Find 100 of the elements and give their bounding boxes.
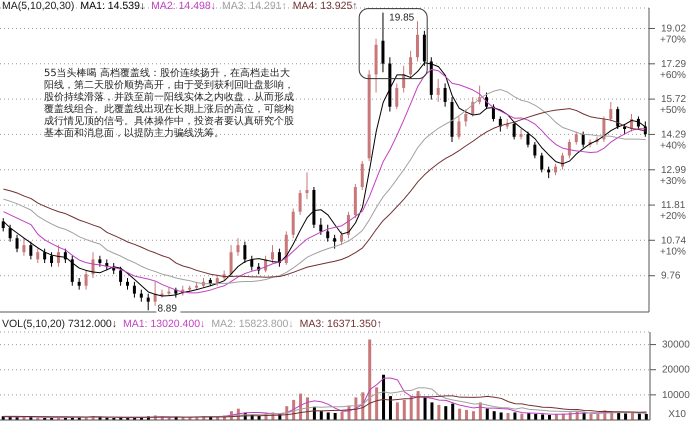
bar: [388, 396, 392, 420]
text: MA2: 14.498↓: [151, 0, 216, 12]
bar: [465, 410, 468, 420]
candlestick: [464, 108, 468, 127]
bar: [541, 414, 544, 420]
candlestick: [381, 12, 384, 73]
candlestick: [36, 248, 40, 264]
candlestick: [119, 266, 122, 286]
bar: [402, 400, 406, 420]
annotation: 55当头棒喝 高档覆盖线：股价连续扬升，在高档走出大阳线，第二天股价顺势高开，由于受到获利回吐盘影响，股价持续滑落，并跌至前一阳线实体之内收盘，从而形成覆盖线组合。此覆盖线出现在长期上涨后的高位，可能构成行情见顶的信号。具体操作中，投资者要认真研究个股基本面和消息面，以提防主力骗线洗筹。: [44, 68, 295, 140]
candlestick: [616, 106, 620, 130]
candlestick: [582, 131, 585, 148]
y-tick-label: 15.72: [661, 94, 686, 106]
bar: [437, 404, 440, 420]
candlestick: [50, 252, 54, 268]
candlestick: [540, 152, 544, 173]
text: MA1: 13020.400↓: [123, 318, 206, 330]
bar: [368, 340, 372, 420]
candlestick: [326, 224, 330, 242]
bar: [534, 414, 538, 420]
bar: [375, 387, 378, 420]
y-tick-label: 11.81: [661, 200, 686, 212]
legend-title: VOL(5,10,20) 7312.000↓: [2, 318, 117, 330]
candlestick: [70, 255, 74, 286]
bar: [326, 412, 330, 420]
line-series: [2, 395, 648, 418]
y-tick-label: 19.02: [661, 23, 686, 34]
bar: [506, 412, 510, 420]
y2-tick-label: +30%: [660, 176, 686, 187]
bar: [472, 411, 475, 420]
candlestick: [22, 238, 26, 256]
candlestick: [340, 230, 344, 246]
text: MA2: 15823.800↓: [211, 318, 294, 330]
candlestick: [298, 190, 302, 216]
candlestick: [236, 238, 240, 256]
y-tick-label: 17.29: [661, 58, 686, 70]
candlestick: [533, 142, 536, 159]
y-tick-label: 12.99: [661, 164, 686, 176]
candlestick: [416, 20, 419, 62]
text: MA1: 14.539↓: [80, 0, 146, 12]
candlestick: [547, 166, 550, 179]
y-axis-title: X10: [668, 409, 686, 420]
bar: [548, 414, 552, 420]
bar: [527, 413, 530, 420]
candlestick: [360, 160, 364, 191]
candlestick: [560, 152, 564, 170]
text: MA3: 16371.350↑: [300, 318, 382, 330]
candlestick: [306, 172, 309, 200]
y-tick-label: 10000: [662, 390, 690, 401]
candlestick: [457, 116, 460, 140]
legend-title: MA(5,10,20,30): [2, 0, 74, 12]
candlestick: [333, 234, 336, 250]
candlestick: [270, 244, 274, 264]
y-tick-label: 9.76: [661, 270, 681, 282]
candlestick: [568, 138, 571, 159]
y2-tick-label: +70%: [660, 34, 686, 46]
candlestick: [43, 248, 46, 264]
candlestick: [84, 270, 88, 290]
bar: [416, 391, 420, 420]
y2-tick-label: +50%: [660, 105, 686, 116]
candlestick: [140, 289, 143, 302]
bar: [492, 411, 496, 420]
candlestick: [602, 116, 606, 143]
candlestick: [243, 241, 246, 264]
bar: [382, 374, 386, 420]
y-tick-label: 14.29: [661, 129, 686, 140]
bar: [334, 412, 337, 420]
y2-tick-label: +10%: [660, 246, 686, 258]
bar: [638, 414, 641, 420]
bar: [410, 396, 413, 420]
candlestick: [29, 241, 32, 260]
candlestick: [554, 163, 558, 176]
y-tick-label: 10.74: [661, 235, 686, 246]
candlestick: [56, 244, 60, 268]
text: MA3: 14.291↑: [222, 0, 287, 12]
bar: [396, 402, 399, 420]
bar: [320, 411, 323, 420]
bar: [486, 408, 489, 420]
candlestick: [526, 131, 530, 148]
candlestick: [230, 244, 233, 277]
y2-tick-label: +60%: [660, 70, 686, 81]
candlestick: [409, 50, 412, 80]
candlestick: [609, 101, 612, 122]
y-tick-label: 20000: [662, 364, 690, 376]
candlestick: [98, 255, 102, 268]
candlestick: [520, 128, 523, 140]
candlestick: [319, 218, 322, 236]
candlestick: [444, 82, 447, 108]
candlestick: [436, 78, 440, 102]
bar: [624, 413, 628, 420]
annotation: 19.85: [389, 12, 415, 24]
bar: [340, 412, 344, 420]
candlestick: [492, 104, 495, 122]
bar: [630, 412, 634, 420]
candlestick: [623, 123, 626, 135]
bar: [500, 412, 503, 420]
bar: [444, 406, 448, 420]
candlestick: [8, 224, 12, 242]
annotation: 8.89: [157, 303, 178, 314]
text: MA4: 13.925↑: [292, 0, 358, 12]
